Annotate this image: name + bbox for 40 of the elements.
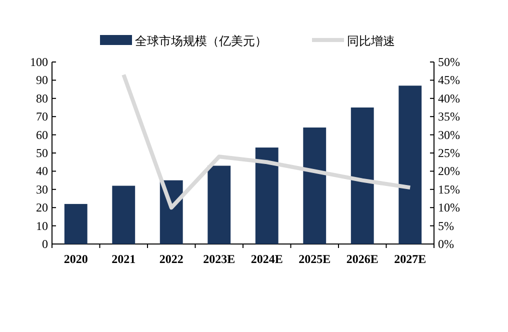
x-tick-label: 2022 (159, 252, 184, 266)
y2-tick-label: 40% (438, 91, 460, 106)
y2-tick-label: 25% (438, 146, 460, 160)
bar (64, 204, 88, 244)
y-tick-label: 70 (36, 110, 48, 124)
bar (350, 108, 374, 244)
x-tick-label: 2021 (112, 252, 136, 266)
x-tick-label: 2025E (298, 252, 331, 266)
bar (208, 166, 231, 244)
bar (303, 128, 326, 244)
bar (398, 86, 422, 244)
y-tick-label: 40 (36, 164, 48, 178)
line-series (122, 72, 412, 210)
legend-label: 同比增速 (347, 34, 395, 48)
y-tick-label: 50 (36, 146, 48, 160)
y-tick-label: 30 (36, 182, 48, 196)
y2-tick-label: 50% (438, 55, 460, 69)
y2-tick-label: 15% (438, 182, 460, 196)
y-tick-label: 90 (36, 73, 48, 88)
legend-label: 全球市场规模（亿美元） (135, 34, 267, 48)
x-tick-label: 2023E (203, 252, 236, 266)
y2-tick-label: 35% (438, 110, 460, 124)
y2-tick-label: 10% (438, 200, 460, 215)
y2-tick-label: 45% (438, 73, 460, 88)
x-tick-label: 2027E (394, 252, 426, 266)
x-tick-label: 2020 (64, 252, 88, 266)
y2-tick-label: 30% (438, 128, 460, 142)
x-tick-label: 2026E (346, 252, 378, 266)
bar (112, 186, 136, 244)
y-tick-label: 0 (42, 237, 48, 251)
y-tick-label: 100 (30, 55, 48, 69)
y2-tick-label: 5% (438, 218, 454, 233)
y-tick-label: 20 (36, 200, 48, 215)
y2-tick-label: 0% (438, 237, 454, 251)
x-tick-label: 2024E (250, 252, 283, 266)
y-tick-label: 60 (36, 128, 48, 142)
y-tick-label: 80 (36, 91, 48, 106)
bar (255, 148, 278, 244)
y2-tick-label: 20% (438, 164, 460, 178)
y-tick-label: 10 (36, 218, 48, 233)
